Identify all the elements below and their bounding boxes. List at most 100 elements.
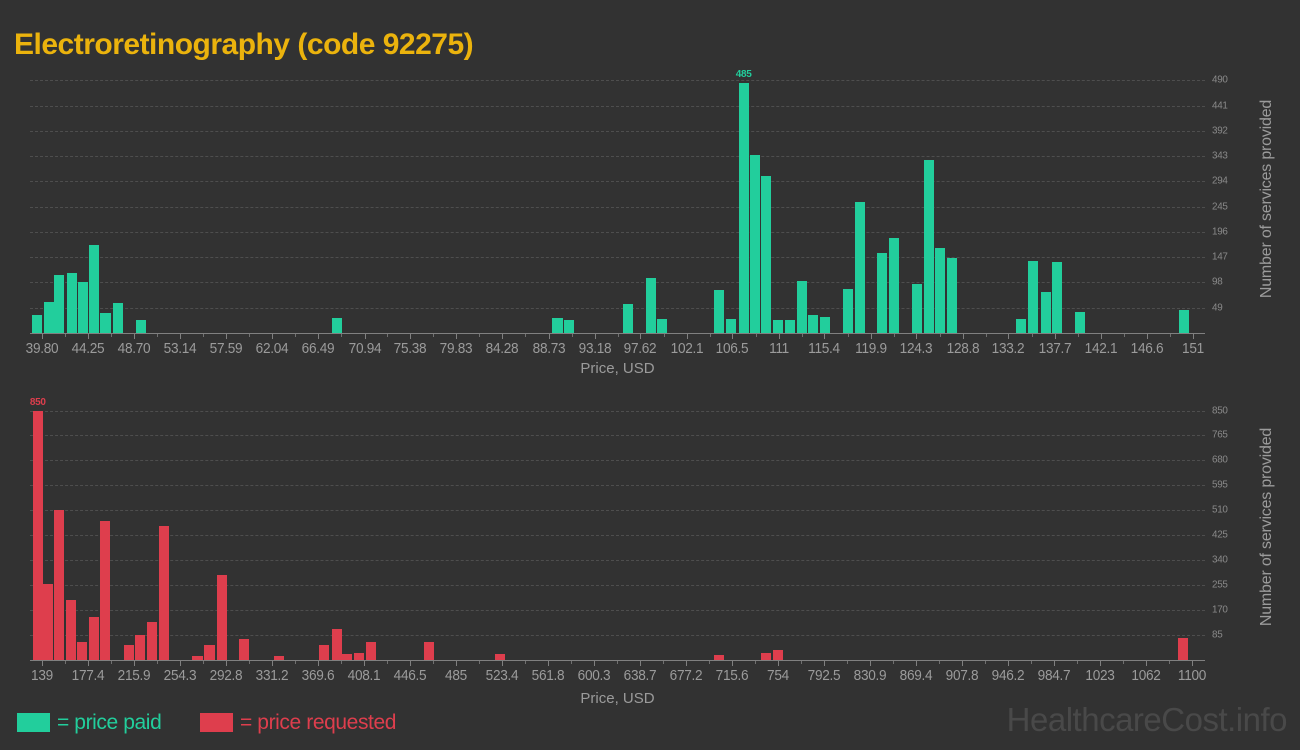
paid-x-axis-title: Price, USD: [580, 360, 655, 377]
x-minor-tick: [893, 334, 895, 337]
price-requested-bar: [77, 642, 88, 660]
price-paid-bar: [77, 281, 88, 333]
price-requested-bar: [147, 621, 158, 660]
price-paid-bar: [807, 315, 818, 333]
x-minor-tick: [1169, 661, 1171, 664]
x-tick: [88, 334, 90, 339]
price-requested-bar: [238, 639, 249, 660]
gridline: [30, 410, 1205, 412]
x-tick: [134, 334, 136, 339]
x-tick-label: 39.80: [26, 341, 59, 357]
x-tick: [778, 334, 780, 339]
y-tick-label: 441: [1212, 99, 1228, 112]
price-requested-bar: [760, 652, 771, 660]
x-tick-label: 128.8: [946, 341, 980, 357]
x-tick-label: 1100: [1177, 668, 1206, 684]
x-tick: [501, 661, 503, 666]
x-tick: [640, 334, 642, 339]
x-tick: [732, 334, 734, 339]
price-paid-bar: [761, 175, 772, 333]
x-tick-label: 984.7: [1037, 668, 1071, 684]
x-minor-tick: [479, 334, 481, 337]
y-tick-label: 294: [1212, 174, 1228, 187]
x-minor-tick: [801, 334, 803, 337]
price-paid-bar: [946, 258, 957, 333]
price-paid-bar: [645, 278, 656, 333]
y-tick-label: 49: [1212, 301, 1223, 314]
x-minor-tick: [340, 661, 342, 664]
x-minor-tick: [294, 661, 296, 664]
price-paid-bar: [1028, 260, 1039, 333]
requested-legend-label: = price requested: [240, 711, 397, 734]
x-tick: [225, 661, 227, 666]
x-tick: [1100, 334, 1102, 339]
price-requested-bar: [331, 629, 342, 660]
x-tick: [824, 334, 826, 339]
price-paid-bar: [877, 253, 888, 333]
x-tick: [593, 661, 595, 666]
price-requested-bar: [65, 599, 76, 660]
x-minor-tick: [616, 661, 618, 664]
x-minor-tick: [1076, 661, 1078, 664]
y-tick-label: 490: [1212, 73, 1228, 86]
x-tick: [1007, 661, 1009, 666]
site-watermark-link[interactable]: HealthcareCost.info: [1006, 701, 1288, 738]
x-tick: [133, 661, 135, 666]
x-minor-tick: [387, 334, 389, 337]
x-minor-tick: [1123, 334, 1125, 337]
x-tick-label: 75.38: [394, 341, 427, 357]
price-paid-bar: [1052, 262, 1063, 333]
paid-y-axis-title: Number of services provided: [1258, 99, 1275, 299]
x-tick-label: 146.6: [1130, 341, 1164, 357]
x-tick: [1008, 334, 1010, 339]
price-requested-bar: [53, 510, 64, 660]
price-paid-bar: [1074, 312, 1085, 333]
price-requested-bar: [274, 655, 285, 660]
price-paid-bar: [912, 284, 923, 333]
x-tick: [823, 661, 825, 666]
paid-legend-swatch: [17, 713, 50, 732]
x-tick: [639, 661, 641, 666]
y-tick-label: 343: [1212, 149, 1228, 162]
page-title: Electroretinography (code 92275): [14, 28, 474, 62]
x-tick: [317, 661, 319, 666]
gridline: [30, 130, 1205, 132]
peak-value-label: 485: [735, 69, 752, 81]
x-tick-label: 66.49: [302, 341, 335, 357]
x-tick-label: 139: [31, 668, 53, 684]
x-minor-tick: [295, 334, 297, 337]
gridline: [30, 105, 1205, 107]
x-tick: [870, 334, 872, 339]
price-paid-bar: [713, 290, 724, 333]
price-requested-bar: [192, 655, 203, 660]
price-requested-bar: [494, 654, 505, 660]
price-paid-bar: [563, 320, 574, 333]
y-tick-label: 196: [1212, 225, 1228, 238]
price-requested-bar: [319, 645, 330, 660]
gridline: [30, 181, 1205, 183]
x-tick: [1053, 661, 1055, 666]
gridline: [30, 585, 1205, 587]
gridline: [30, 635, 1205, 637]
price-requested-bar: [123, 645, 134, 660]
requested-x-axis-title: Price, USD: [580, 690, 655, 707]
y-tick-label: 850: [1212, 403, 1228, 416]
y-tick-label: 170: [1212, 603, 1228, 616]
x-minor-tick: [432, 661, 434, 664]
x-tick: [409, 661, 411, 666]
x-tick: [961, 661, 963, 666]
gridline: [30, 206, 1205, 208]
price-paid-bar: [552, 317, 563, 333]
x-minor-tick: [248, 661, 250, 664]
x-tick-label: 292.8: [209, 668, 243, 684]
price-paid-bar: [100, 313, 111, 333]
x-tick: [685, 661, 687, 666]
price-paid-bar: [772, 319, 783, 333]
x-tick: [180, 334, 182, 339]
requested-legend-swatch: [200, 713, 233, 732]
x-tick-label: 137.7: [1038, 341, 1072, 357]
y-tick-label: 340: [1212, 553, 1228, 566]
x-minor-tick: [617, 334, 619, 337]
price-requested-bar: [342, 654, 353, 660]
paid-x-axis: 39.80 44.25 48.70 53.14 57.59 62.04 66.49 70.94…: [26, 334, 1205, 364]
